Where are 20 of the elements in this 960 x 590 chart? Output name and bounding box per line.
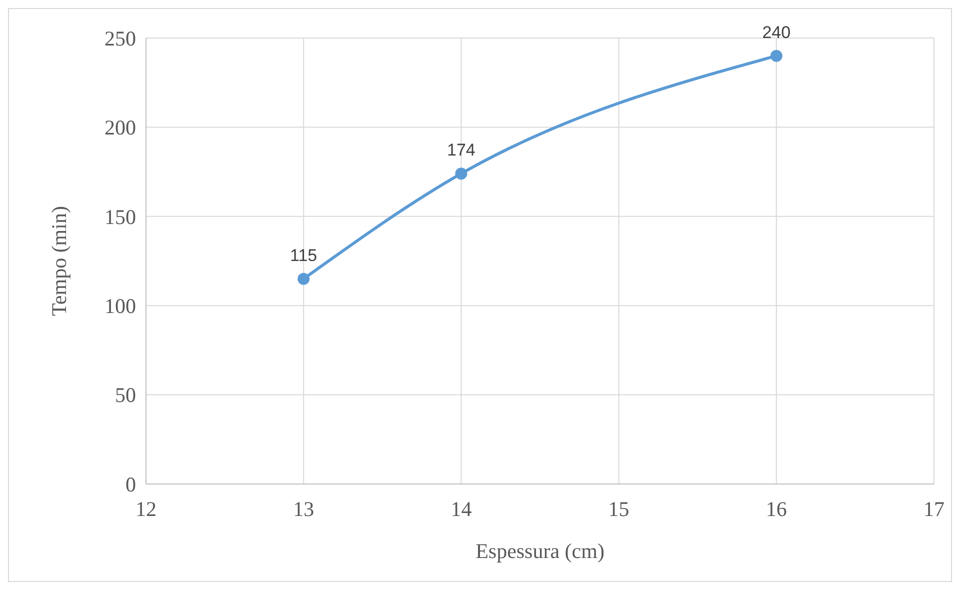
point bbox=[455, 168, 468, 180]
x-tick-label: 16 bbox=[766, 497, 787, 521]
x-tick-label: 14 bbox=[450, 497, 472, 521]
x-axis-title: Espessura (cm) bbox=[476, 539, 604, 563]
y-axis-title: Tempo (min) bbox=[47, 206, 71, 316]
x-tick-label: 17 bbox=[924, 497, 944, 521]
point bbox=[298, 272, 310, 285]
y-tick-label: 200 bbox=[104, 116, 136, 140]
y-tick-label: 250 bbox=[104, 26, 136, 50]
x-tick-label: 13 bbox=[293, 497, 314, 521]
x-tick-label: 15 bbox=[608, 497, 630, 521]
data-label: 174 bbox=[447, 140, 476, 160]
data-label: 240 bbox=[762, 22, 791, 42]
data-label: 115 bbox=[290, 246, 318, 265]
y-tick-label: 100 bbox=[104, 294, 136, 318]
x-tick-label: 12 bbox=[136, 497, 156, 521]
y-tick-label: 50 bbox=[115, 383, 136, 408]
y-tick-label: 150 bbox=[104, 204, 136, 229]
point bbox=[770, 50, 782, 62]
y-tick-label: 0 bbox=[126, 472, 136, 496]
